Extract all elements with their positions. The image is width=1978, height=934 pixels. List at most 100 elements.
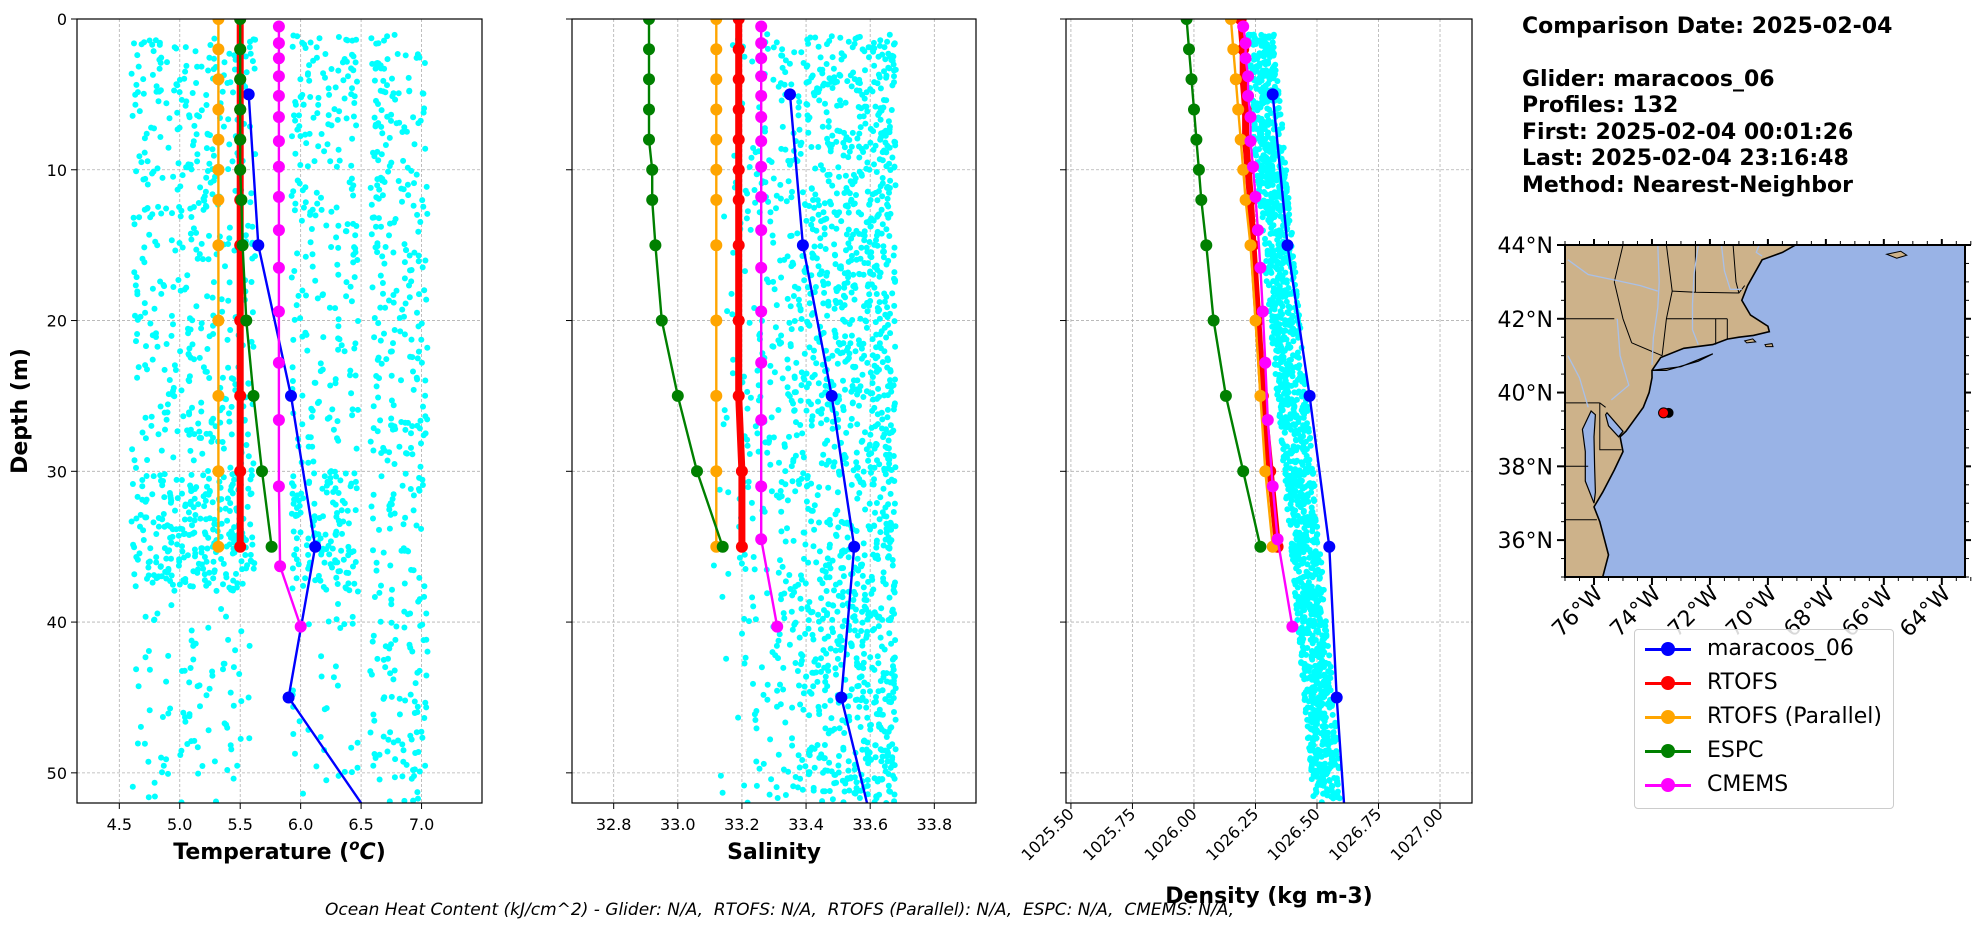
series-point — [272, 305, 285, 318]
scatter-point — [825, 667, 832, 674]
scatter-point — [801, 529, 808, 536]
scatter-point — [226, 235, 233, 242]
series-point — [755, 261, 768, 274]
series-point — [234, 19, 247, 25]
scatter-point — [226, 410, 232, 417]
scatter-point — [786, 60, 793, 67]
scatter-point — [371, 334, 378, 341]
scatter-point — [386, 232, 392, 239]
scatter-point — [197, 184, 204, 191]
scatter-point — [1321, 710, 1328, 717]
scatter-point — [820, 788, 827, 795]
scatter-point — [883, 261, 890, 268]
scatter-point — [779, 46, 786, 53]
scatter-point — [384, 33, 391, 40]
scatter-point — [230, 89, 236, 96]
scatter-point — [788, 608, 795, 615]
scatter-point — [153, 330, 159, 337]
scatter-point — [876, 273, 883, 280]
scatter-point — [191, 517, 198, 524]
scatter-point — [182, 503, 189, 510]
scatter-point — [315, 531, 322, 538]
scatter-point — [142, 435, 149, 442]
scatter-point — [725, 489, 732, 496]
scatter-point — [776, 631, 783, 638]
scatter-point — [1253, 65, 1260, 72]
scatter-point — [840, 799, 847, 803]
scatter-point — [725, 570, 732, 577]
scatter-point — [834, 489, 841, 496]
scatter-point — [889, 154, 896, 161]
scatter-point — [307, 434, 314, 441]
scatter-point — [864, 188, 871, 195]
scatter-point — [764, 449, 771, 456]
scatter-point — [324, 141, 331, 148]
scatter-point — [831, 443, 838, 450]
scatter-point — [246, 642, 253, 649]
scatter-point — [767, 209, 774, 216]
scatter-point — [867, 223, 874, 230]
scatter-point — [1264, 112, 1271, 119]
scatter-point — [393, 120, 400, 127]
scatter-point — [795, 112, 802, 119]
scatter-point — [1314, 627, 1321, 633]
scatter-point — [875, 212, 882, 219]
scatter-point — [205, 624, 212, 631]
scatter-point — [1270, 138, 1277, 145]
scatter-point — [858, 244, 865, 251]
scatter-point — [402, 426, 409, 433]
scatter-point — [159, 769, 165, 776]
scatter-point — [775, 655, 781, 662]
scatter-point — [808, 144, 815, 150]
scatter-point — [170, 321, 176, 328]
scatter-point — [203, 558, 210, 565]
scatter-point — [826, 171, 833, 178]
x-tick-label: 33.8 — [917, 815, 953, 834]
scatter-point — [179, 172, 186, 179]
scatter-point — [411, 141, 418, 148]
scatter-point — [831, 587, 837, 594]
scatter-point — [863, 388, 870, 395]
scatter-point — [779, 375, 786, 382]
scatter-point — [784, 356, 791, 363]
scatter-point — [778, 528, 785, 535]
scatter-point — [297, 162, 304, 168]
scatter-point — [797, 307, 804, 314]
scatter-point — [873, 711, 880, 717]
scatter-point — [753, 758, 760, 765]
x-tick-label: 5.0 — [167, 815, 192, 834]
scatter-point — [1298, 660, 1305, 666]
scatter-point — [873, 122, 880, 128]
scatter-point — [174, 428, 181, 435]
scatter-point — [175, 277, 182, 283]
scatter-point — [154, 242, 161, 249]
scatter-point — [335, 67, 342, 74]
scatter-point — [839, 602, 846, 609]
scatter-point — [313, 44, 320, 51]
scatter-point — [327, 158, 334, 165]
scatter-point — [153, 88, 160, 95]
scatter-point — [413, 522, 420, 529]
scatter-point — [877, 85, 884, 92]
scatter-point — [815, 398, 821, 405]
scatter-point — [335, 244, 342, 251]
scatter-point — [237, 735, 244, 742]
scatter-point — [1289, 400, 1296, 407]
scatter-point — [202, 497, 209, 504]
scatter-point — [1319, 657, 1326, 664]
scatter-point — [224, 495, 231, 502]
scatter-point — [1295, 419, 1302, 426]
scatter-point — [157, 59, 164, 66]
scatter-point — [1309, 684, 1316, 691]
scatter-point — [848, 686, 855, 693]
x-tick-label: 33.0 — [660, 815, 696, 834]
scatter-point — [871, 626, 878, 632]
scatter-point — [891, 244, 898, 251]
scatter-point — [352, 232, 359, 239]
scatter-point — [159, 174, 166, 181]
scatter-point — [822, 767, 829, 774]
scatter-point — [798, 49, 805, 56]
scatter-point — [178, 96, 185, 103]
scatter-point — [200, 472, 207, 479]
scatter-point — [785, 178, 792, 185]
